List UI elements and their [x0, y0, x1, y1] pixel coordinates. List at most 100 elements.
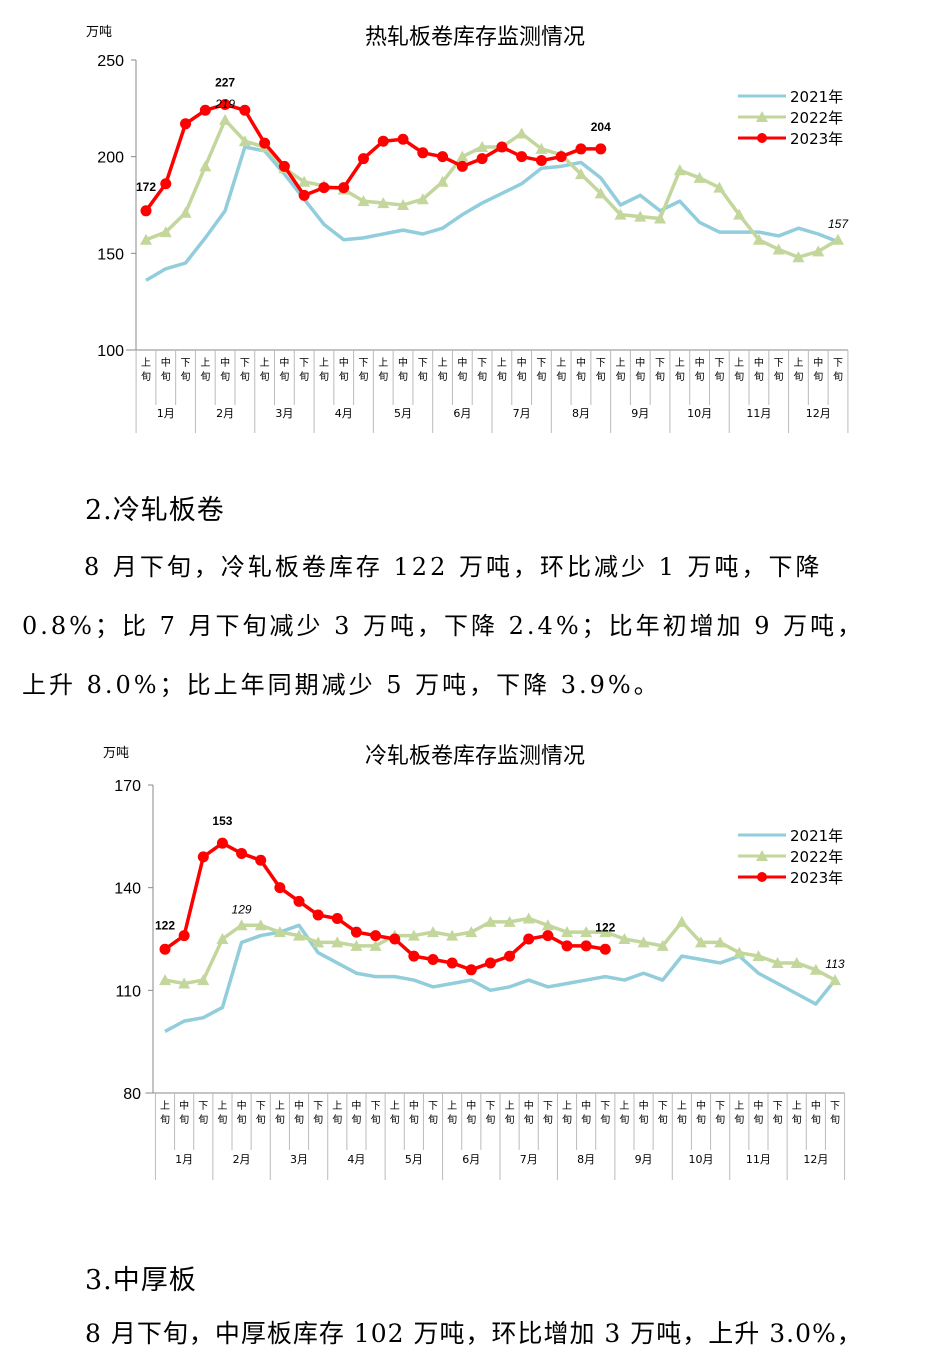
- legend-label: 2021年: [790, 827, 843, 845]
- data-point-circle: [370, 930, 382, 942]
- data-label: 172: [136, 180, 156, 194]
- section2-line1: 8 月下旬，冷轧板卷库存 122 万吨，环比减少 1 万吨，下降: [84, 553, 823, 581]
- data-label: 219: [214, 97, 235, 111]
- data-point-triangle: [476, 141, 489, 152]
- series-line-2023年: [144, 102, 601, 212]
- data-point-triangle: [634, 210, 647, 222]
- x-period-label: 下: [313, 1101, 323, 1112]
- x-period-label: 旬: [390, 1113, 400, 1126]
- section3-heading: 3.中厚板: [85, 1265, 197, 1296]
- x-period-label: 中: [635, 356, 645, 369]
- data-point-triangle: [427, 926, 439, 938]
- data-point-circle: [580, 940, 592, 952]
- x-period-label: 中: [754, 356, 764, 369]
- data-point-triangle: [654, 212, 667, 224]
- x-period-label: 下: [256, 1101, 266, 1112]
- hot-rolled-coil-chart: 热轧板卷库存监测情况 万吨 100 150 200 250 上旬中旬下旬上旬中旬下旬上旬中旬…: [0, 0, 933, 440]
- data-point-triangle: [792, 251, 805, 263]
- data-point-triangle: [752, 233, 765, 245]
- data-point-triangle: [713, 181, 726, 193]
- x-period-label: 旬: [562, 1113, 572, 1126]
- x-period-label: 旬: [616, 370, 626, 383]
- x-period-label: 旬: [830, 1113, 840, 1126]
- x-month-label: 1月: [157, 407, 175, 420]
- x-period-label: 中: [279, 356, 289, 369]
- x-period-label: 旬: [418, 370, 428, 383]
- x-month-label: 7月: [513, 407, 531, 420]
- x-period-label: 旬: [198, 1113, 208, 1126]
- data-point-triangle: [599, 926, 612, 938]
- data-point-circle: [318, 182, 330, 194]
- x-period-label: 旬: [600, 1113, 610, 1126]
- x-period-label: 旬: [639, 1113, 649, 1126]
- data-point-triangle: [503, 915, 516, 927]
- data-point-circle: [274, 882, 286, 894]
- x-period-label: 中: [581, 1099, 591, 1112]
- x-period-label: 中: [811, 1099, 821, 1112]
- y-axis-unit-label: 万吨: [86, 25, 112, 40]
- data-point-circle: [357, 153, 369, 165]
- section2-heading: 2.冷轧板卷: [85, 495, 225, 526]
- x-period-label: 旬: [714, 370, 724, 383]
- x-month-label: 3月: [275, 407, 293, 420]
- data-point-circle: [255, 854, 267, 866]
- x-period-label: 旬: [351, 1113, 361, 1126]
- x-period-label: 上: [200, 357, 210, 369]
- x-period-label: 中: [639, 1099, 649, 1112]
- data-point-triangle: [535, 142, 548, 154]
- legend-label: 2023年: [790, 869, 843, 887]
- data-point-triangle: [693, 171, 706, 183]
- data-point-triangle: [178, 977, 191, 989]
- x-period-label: 旬: [313, 1113, 323, 1126]
- x-period-label: 旬: [438, 370, 448, 383]
- x-period-label: 旬: [358, 370, 368, 383]
- x-period-label: 旬: [505, 1113, 515, 1126]
- x-period-label: 下: [600, 1101, 610, 1112]
- data-point-circle: [417, 147, 429, 159]
- x-period-label: 旬: [409, 1113, 419, 1126]
- data-point-circle: [446, 957, 458, 969]
- x-period-label: 旬: [576, 370, 586, 383]
- data-point-triangle: [673, 164, 686, 176]
- data-point-triangle: [369, 939, 382, 951]
- x-period-label: 中: [409, 1099, 419, 1112]
- x-period-label: 下: [833, 358, 843, 369]
- x-period-label: 下: [477, 358, 487, 369]
- data-point-circle: [259, 137, 271, 149]
- data-point-triangle: [790, 956, 803, 968]
- cold-rolled-coil-chart: 冷轧板卷库存监测情况 万吨 80 110 140 170 上旬中旬下旬上旬中旬下旬上旬中旬下…: [0, 725, 933, 1195]
- x-month-label: 3月: [290, 1153, 308, 1166]
- x-month-label: 10月: [687, 407, 712, 420]
- x-period-label: 旬: [675, 370, 685, 383]
- y-tick-label: 140: [114, 881, 141, 898]
- x-month-label: 2月: [233, 1153, 251, 1166]
- x-period-label: 下: [596, 358, 606, 369]
- x-period-label: 上: [217, 1100, 227, 1112]
- chart-title: 热轧板卷库存监测情况: [365, 25, 585, 50]
- x-period-label: 中: [179, 1099, 189, 1112]
- data-point-triangle: [446, 929, 459, 941]
- x-month-label: 11月: [746, 407, 771, 420]
- data-point-circle: [397, 133, 409, 145]
- x-period-label: 旬: [466, 1113, 476, 1126]
- data-point-triangle: [235, 919, 248, 931]
- x-period-label: 上: [332, 1100, 342, 1112]
- x-period-label: 旬: [833, 370, 843, 383]
- x-period-label: 旬: [734, 1113, 744, 1126]
- data-point-triangle: [675, 915, 688, 927]
- x-month-label: 11月: [746, 1153, 771, 1166]
- x-month-label: 5月: [394, 407, 412, 420]
- x-period-label: 下: [198, 1101, 208, 1112]
- y-tick-label: 100: [97, 343, 124, 360]
- x-period-label: 旬: [179, 1113, 189, 1126]
- series-line-2021年: [164, 923, 837, 1033]
- x-period-label: 下: [428, 1101, 438, 1112]
- x-period-label: 中: [813, 356, 823, 369]
- x-period-label: 旬: [181, 370, 191, 383]
- x-period-label: 下: [181, 358, 191, 369]
- data-point-triangle: [771, 956, 784, 968]
- x-period-label: 旬: [299, 370, 309, 383]
- data-point-triangle: [561, 926, 573, 938]
- data-point-triangle: [812, 245, 825, 257]
- x-period-label: 上: [675, 357, 685, 369]
